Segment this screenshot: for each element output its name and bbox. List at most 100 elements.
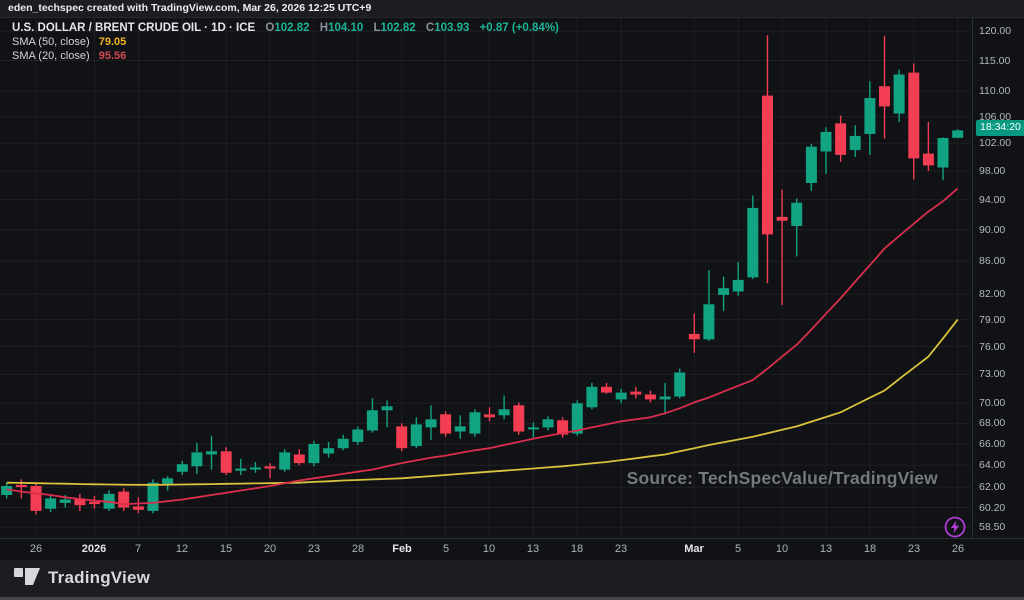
- price-tick-label: 76.00: [979, 341, 1006, 353]
- symbol-legend: U.S. DOLLAR / BRENT CRUDE OIL · 1D · ICE…: [12, 21, 559, 63]
- candle: [937, 137, 949, 181]
- price-tick-label: 102.00: [979, 137, 1012, 149]
- candle: [469, 409, 481, 437]
- candle: [249, 462, 261, 473]
- candle: [542, 416, 554, 431]
- candle: [498, 395, 510, 420]
- candle: [366, 398, 378, 433]
- price-tick-label: 86.00: [979, 255, 1006, 267]
- time-tick-label: 26: [951, 543, 965, 555]
- time-tick-label: 7: [134, 543, 142, 555]
- time-tick-label: 23: [614, 543, 628, 555]
- symbol-title: U.S. DOLLAR / BRENT CRUDE OIL · 1D · ICE: [12, 22, 256, 34]
- candle: [630, 386, 642, 399]
- boost-flash-icon[interactable]: [942, 514, 968, 540]
- candle: [381, 400, 393, 428]
- candle: [396, 423, 408, 452]
- price-tick-label: 62.00: [979, 481, 1006, 493]
- candle: [191, 442, 203, 474]
- candle: [820, 127, 832, 174]
- tradingview-logo-icon[interactable]: [14, 568, 40, 585]
- candle: [1, 482, 13, 499]
- price-tick-label: 106.00: [979, 111, 1012, 123]
- time-tick-label: 20: [263, 543, 277, 555]
- price-tick-label: 120.00: [979, 25, 1012, 37]
- price-tick-label: 64.00: [979, 459, 1006, 471]
- candle: [557, 417, 569, 438]
- ohlc-close: C103.93: [425, 22, 470, 34]
- candle: [176, 460, 188, 475]
- ohlc-high: H104.10: [319, 22, 364, 34]
- price-tick-label: 82.00: [979, 288, 1006, 300]
- tradingview-brand[interactable]: TradingView: [48, 568, 151, 587]
- candle: [791, 198, 803, 257]
- time-tick-label: 18: [863, 543, 877, 555]
- ohlc-low: L102.82: [373, 22, 416, 34]
- candle: [864, 81, 876, 155]
- candle: [674, 368, 686, 399]
- candle: [206, 435, 217, 470]
- sma20-line: [6, 187, 959, 506]
- candle: [527, 422, 539, 438]
- time-tick-label: 23: [307, 543, 321, 555]
- source-watermark: Source: TechSpecValue/TradingView: [626, 468, 938, 488]
- candle: [440, 411, 452, 437]
- symbol-legend-row[interactable]: U.S. DOLLAR / BRENT CRUDE OIL · 1D · ICE…: [12, 21, 559, 35]
- bar-countdown-badge: 18:34:20: [976, 120, 1024, 136]
- price-axis[interactable]: 18:34:20 120.00 115.00 110.00 106.00 102.00 9…: [972, 17, 1024, 538]
- price-tick-label: 70.00: [979, 397, 1006, 409]
- candle: [835, 115, 847, 162]
- candle: [352, 426, 364, 445]
- candle: [308, 440, 320, 467]
- price-tick-label: 60.20: [979, 502, 1006, 514]
- candle: [337, 434, 349, 451]
- candle: [688, 313, 700, 353]
- time-tick-label: 18: [570, 543, 584, 555]
- indicator-name: SMA (50, close): [12, 36, 90, 48]
- price-tick-label: 94.00: [979, 194, 1006, 206]
- candle: [410, 417, 422, 449]
- candle: [586, 382, 598, 410]
- candle: [220, 447, 232, 475]
- indicator-value: 95.56: [98, 50, 127, 62]
- time-tick-label: Feb: [392, 543, 412, 555]
- candle: [162, 476, 174, 491]
- time-tick-label: 2026: [81, 543, 107, 555]
- candle: [454, 415, 466, 439]
- price-tick-label: 58.50: [979, 521, 1006, 533]
- candle: [922, 122, 934, 171]
- time-tick-label: 13: [526, 543, 540, 555]
- candle: [747, 195, 759, 280]
- candle: [425, 405, 437, 440]
- candle: [732, 262, 744, 296]
- attribution-text: eden_techspec created with TradingView.c…: [0, 0, 1024, 17]
- indicator-row-sma50[interactable]: SMA (50, close) 79.05: [12, 36, 559, 49]
- candle: [849, 125, 861, 157]
- time-tick-label: 23: [907, 543, 921, 555]
- time-tick-label: 15: [219, 543, 233, 555]
- time-tick-label: 28: [351, 543, 365, 555]
- time-axis[interactable]: 26 2026 7 12 15 20 23 28 Feb 5 10 13 18 23 Mar 5 10 13 18 2…: [0, 538, 1024, 561]
- time-tick-label: 26: [29, 543, 43, 555]
- candle: [703, 270, 715, 342]
- candle: [45, 495, 57, 513]
- price-tick-label: 98.00: [979, 165, 1006, 177]
- candle: [718, 276, 730, 312]
- price-tick-label: 115.00: [979, 55, 1011, 67]
- price-pane[interactable]: [0, 17, 972, 538]
- indicator-row-sma20[interactable]: SMA (20, close) 95.56: [12, 50, 559, 63]
- candle: [264, 463, 276, 479]
- candle: [484, 407, 495, 422]
- candle: [805, 144, 817, 191]
- price-tick-label: 90.00: [979, 224, 1006, 236]
- time-tick-label: 12: [175, 543, 189, 555]
- candle: [74, 493, 86, 511]
- candle: [30, 482, 42, 515]
- price-tick-label: 73.00: [979, 368, 1006, 380]
- footer-bar: TradingView: [0, 560, 1024, 600]
- candle: [601, 382, 612, 394]
- price-tick-label: 66.00: [979, 438, 1006, 450]
- sma50-line: [6, 318, 959, 486]
- window-edge: [0, 597, 1024, 600]
